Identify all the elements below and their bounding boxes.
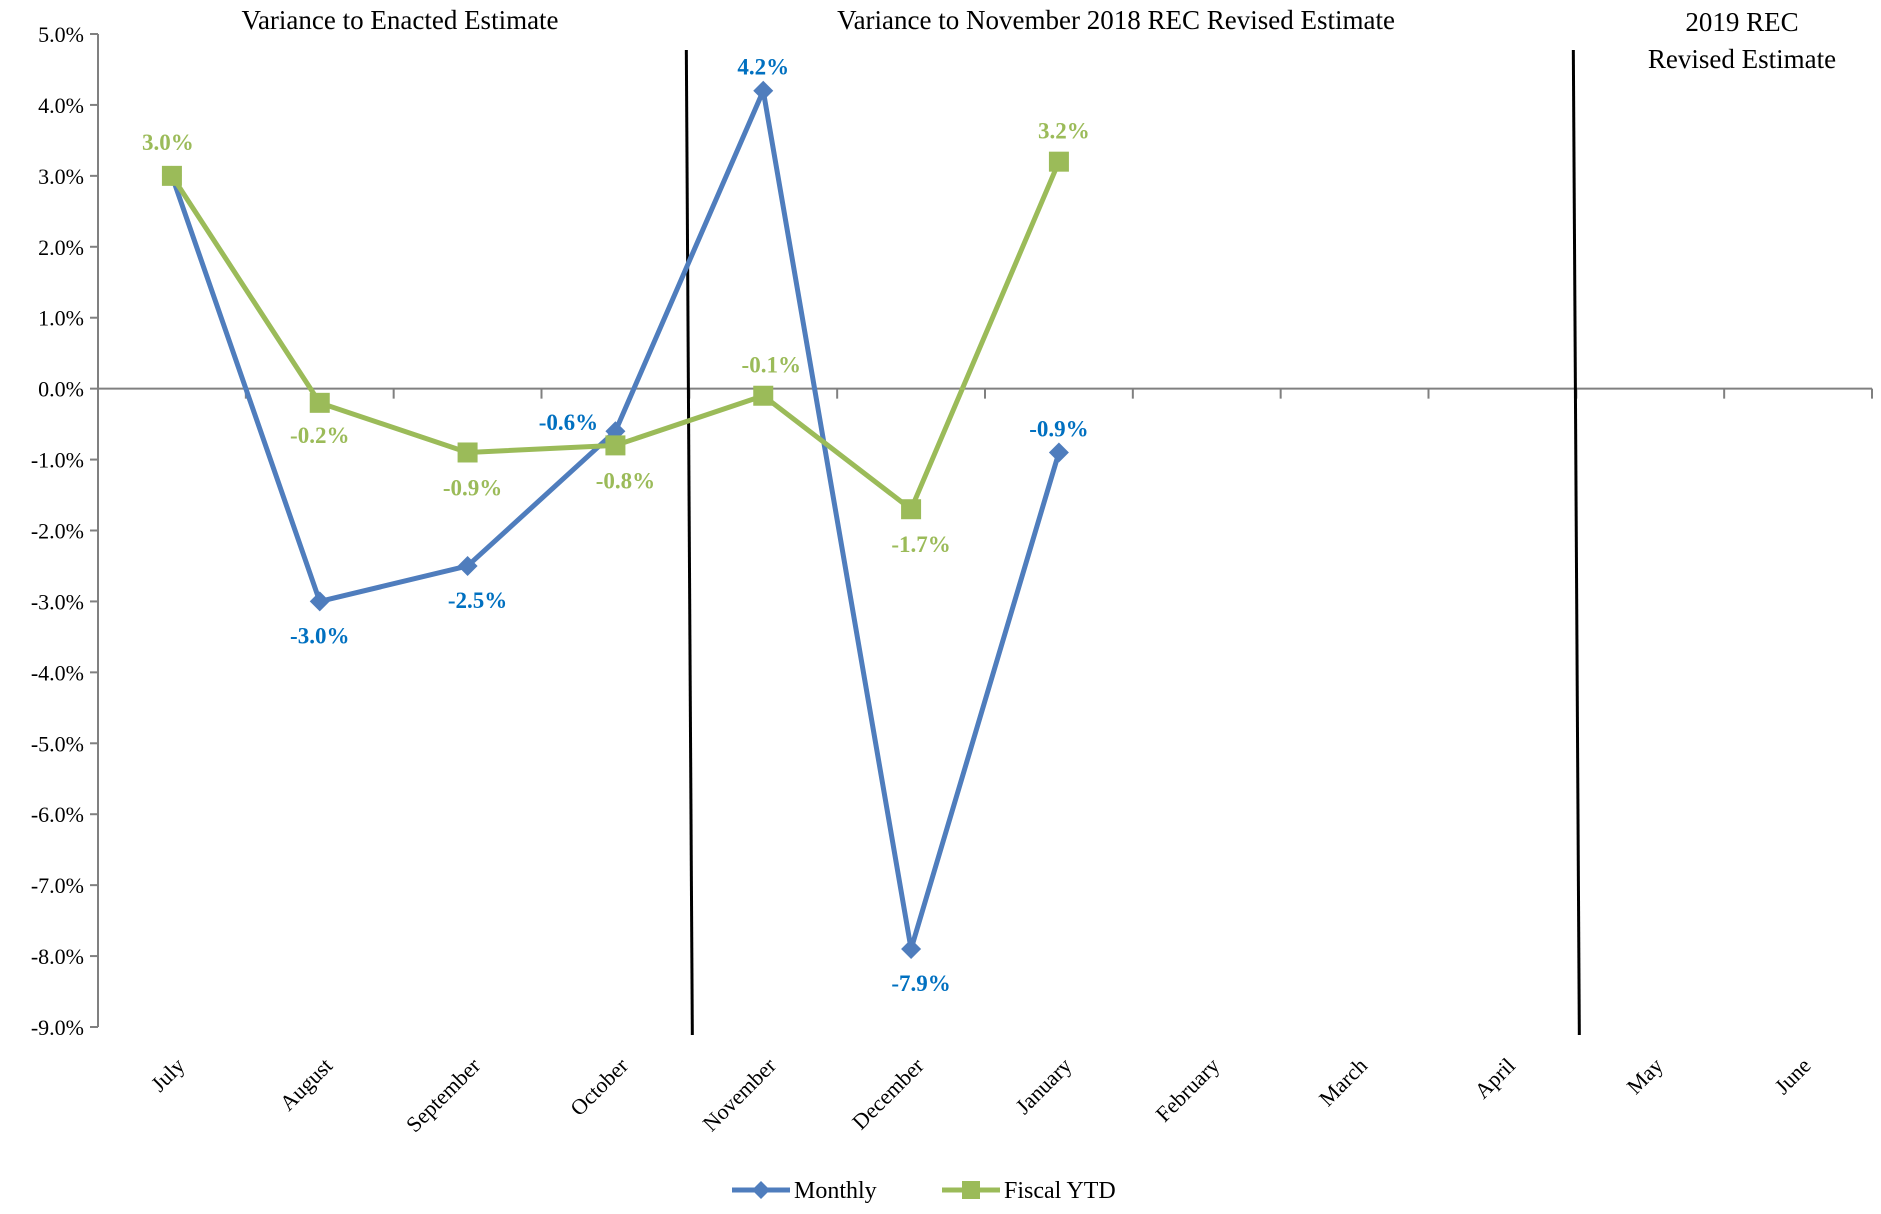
data-point-monthly — [753, 80, 774, 101]
y-tick-label: -9.0% — [31, 1015, 84, 1040]
section-title-enacted: Variance to Enacted Estimate — [241, 5, 558, 35]
y-tick-label: 5.0% — [38, 22, 84, 47]
x-tick-label: August — [275, 1053, 338, 1116]
data-label: -2.5% — [448, 588, 507, 613]
data-point-fiscal-ytd — [605, 435, 626, 456]
series-line-fiscal-ytd — [169, 160, 1062, 512]
data-label: -0.9% — [1029, 416, 1088, 441]
data-point-fiscal-ytd — [1048, 151, 1069, 172]
section-title-2019-line: Revised Estimate — [1648, 44, 1836, 74]
legend-label: Monthly — [794, 1178, 877, 1204]
data-point-monthly — [457, 555, 478, 576]
data-point-fiscal-ytd — [901, 499, 922, 520]
data-label: 3.2% — [1038, 119, 1090, 144]
y-tick-label: -3.0% — [31, 589, 84, 614]
x-tick-label: December — [847, 1052, 929, 1134]
legend-marker-diamond — [752, 1181, 770, 1199]
data-label: 4.2% — [737, 55, 789, 80]
x-tick-label: January — [1010, 1053, 1076, 1119]
data-label: -0.2% — [290, 423, 349, 448]
y-tick-label: -7.0% — [31, 873, 84, 898]
x-tick-label: February — [1150, 1053, 1224, 1127]
y-tick-label: -6.0% — [31, 802, 84, 827]
data-label: -0.6% — [539, 410, 598, 435]
data-point-fiscal-ytd — [161, 165, 182, 186]
data-label: -1.7% — [891, 532, 950, 557]
y-tick-label: 0.0% — [38, 377, 84, 402]
data-point-monthly — [1048, 442, 1069, 463]
y-tick-label: 3.0% — [38, 164, 84, 189]
x-tick-label: June — [1769, 1053, 1815, 1099]
x-tick-label: November — [697, 1052, 781, 1136]
section-dividers — [684, 49, 1581, 1036]
section-divider — [1571, 49, 1581, 1036]
x-tick-label: October — [565, 1052, 633, 1120]
y-tick-label: -1.0% — [31, 448, 84, 473]
data-point-monthly — [901, 938, 922, 959]
y-tick-label: 4.0% — [38, 93, 84, 118]
section-divider — [684, 49, 694, 1036]
data-label: 3.0% — [142, 130, 194, 155]
x-tick-label: July — [146, 1053, 190, 1097]
y-tick-label: -2.0% — [31, 519, 84, 544]
data-point-fiscal-ytd — [457, 442, 478, 463]
data-point-monthly — [309, 591, 330, 612]
legend: Monthly Fiscal YTD — [732, 1178, 1116, 1204]
data-labels: -3.0% -2.5% -0.6% 4.2% -7.9% -0.9% 3.0% -0.2% -0… — [142, 55, 1090, 996]
series-line-monthly — [169, 88, 1062, 952]
y-tick-label: -5.0% — [31, 731, 84, 756]
series-group — [161, 80, 1069, 959]
x-tick-label: March — [1314, 1053, 1372, 1111]
section-title-november: Variance to November 2018 REC Revised Es… — [837, 5, 1395, 35]
y-tick-label: 1.0% — [38, 306, 84, 331]
x-tick-label: May — [1622, 1053, 1668, 1099]
y-tick-label: -8.0% — [31, 944, 84, 969]
data-label: -0.1% — [742, 353, 801, 378]
x-tick-label: September — [401, 1052, 486, 1137]
data-label: -7.9% — [891, 971, 950, 996]
y-tick-label: -4.0% — [31, 660, 84, 685]
data-point-fiscal-ytd — [309, 392, 330, 413]
legend-marker-square — [962, 1181, 980, 1199]
legend-label: Fiscal YTD — [1004, 1178, 1116, 1204]
data-label: -0.8% — [596, 468, 655, 493]
section-title-2019-line: 2019 REC — [1685, 7, 1798, 37]
data-point-fiscal-ytd — [753, 385, 774, 406]
y-tick-label: 2.0% — [38, 235, 84, 260]
section-titles: Variance to Enacted Estimate Variance to … — [241, 5, 1836, 74]
axes: 5.0%4.0%3.0%2.0%1.0%0.0%-1.0%-2.0%-3.0%-… — [31, 22, 1873, 1137]
data-label: -0.9% — [443, 475, 502, 500]
x-tick-label: April — [1469, 1053, 1520, 1104]
data-label: -3.0% — [290, 623, 349, 648]
